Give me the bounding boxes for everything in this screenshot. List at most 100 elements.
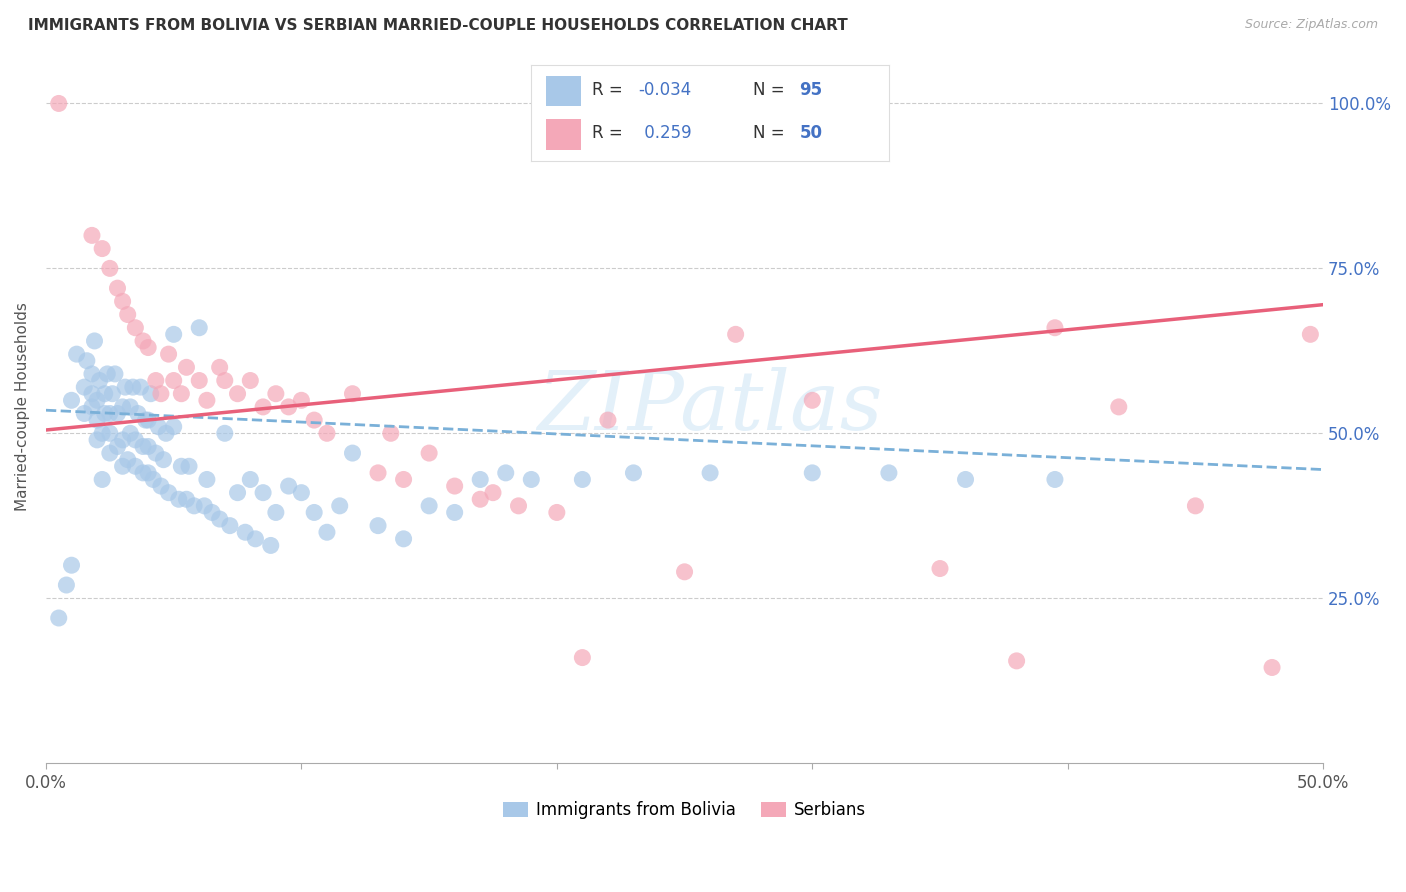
Point [290, 485, 312, 500]
Point [264, 386, 287, 401]
Point [132, 334, 155, 348]
Legend: Immigrants from Bolivia, Serbians: Immigrants from Bolivia, Serbians [496, 795, 873, 826]
Point [96, 367, 118, 381]
Point [245, 532, 267, 546]
Point [145, 446, 167, 460]
Point [111, 459, 134, 474]
Point [111, 400, 134, 414]
Point [48, 611, 70, 625]
Point [76, 353, 98, 368]
Point [508, 499, 530, 513]
Point [302, 505, 325, 519]
Point [107, 407, 129, 421]
Point [107, 440, 129, 454]
Point [117, 452, 139, 467]
Point [135, 413, 157, 427]
Point [86, 433, 108, 447]
Y-axis label: Married-couple Households: Married-couple Households [15, 302, 30, 511]
Point [80, 228, 103, 243]
Point [214, 374, 236, 388]
Point [596, 413, 619, 427]
Point [342, 386, 364, 401]
Point [380, 426, 402, 441]
Point [1043, 320, 1066, 334]
Point [673, 565, 696, 579]
Point [724, 327, 747, 342]
Point [239, 374, 262, 388]
Point [195, 393, 218, 408]
Point [1108, 400, 1130, 414]
Point [170, 386, 193, 401]
Point [290, 393, 312, 408]
Point [91, 426, 114, 441]
Point [188, 374, 211, 388]
Point [152, 452, 174, 467]
Point [495, 466, 517, 480]
Point [418, 499, 440, 513]
Point [149, 386, 172, 401]
Point [170, 459, 193, 474]
Point [129, 380, 152, 394]
Point [120, 426, 142, 441]
Point [418, 446, 440, 460]
Point [470, 473, 492, 487]
Point [277, 479, 299, 493]
Point [801, 466, 824, 480]
Point [443, 479, 465, 493]
Point [482, 485, 505, 500]
Point [93, 386, 115, 401]
Point [111, 294, 134, 309]
Point [132, 440, 155, 454]
Point [571, 473, 593, 487]
Point [114, 380, 136, 394]
Point [1299, 327, 1322, 342]
Point [929, 561, 952, 575]
Point [60, 558, 83, 573]
Point [86, 413, 108, 427]
Point [124, 433, 146, 447]
Point [157, 347, 180, 361]
Point [136, 413, 159, 427]
Point [136, 466, 159, 480]
Point [571, 650, 593, 665]
Point [208, 512, 231, 526]
Point [167, 492, 190, 507]
Point [111, 433, 134, 447]
Point [214, 426, 236, 441]
Point [132, 466, 155, 480]
Point [107, 281, 129, 295]
Point [264, 505, 287, 519]
Point [277, 400, 299, 414]
Point [120, 400, 142, 414]
Point [252, 400, 274, 414]
Point [208, 360, 231, 375]
Point [149, 479, 172, 493]
Point [226, 485, 249, 500]
Point [73, 380, 96, 394]
Point [342, 446, 364, 460]
Point [699, 466, 721, 480]
Point [955, 473, 977, 487]
Point [176, 360, 198, 375]
Point [98, 407, 121, 421]
Point [623, 466, 645, 480]
Point [193, 499, 215, 513]
Point [80, 386, 103, 401]
Point [163, 327, 186, 342]
Point [367, 518, 389, 533]
Point [201, 505, 224, 519]
Point [195, 473, 218, 487]
Point [260, 538, 283, 552]
Point [80, 400, 103, 414]
Point [121, 380, 143, 394]
Point [80, 367, 103, 381]
Point [89, 374, 111, 388]
Point [127, 407, 149, 421]
Point [65, 347, 87, 361]
Point [117, 308, 139, 322]
Point [316, 426, 339, 441]
Point [176, 492, 198, 507]
Point [1261, 660, 1284, 674]
Point [188, 320, 211, 334]
Point [252, 485, 274, 500]
